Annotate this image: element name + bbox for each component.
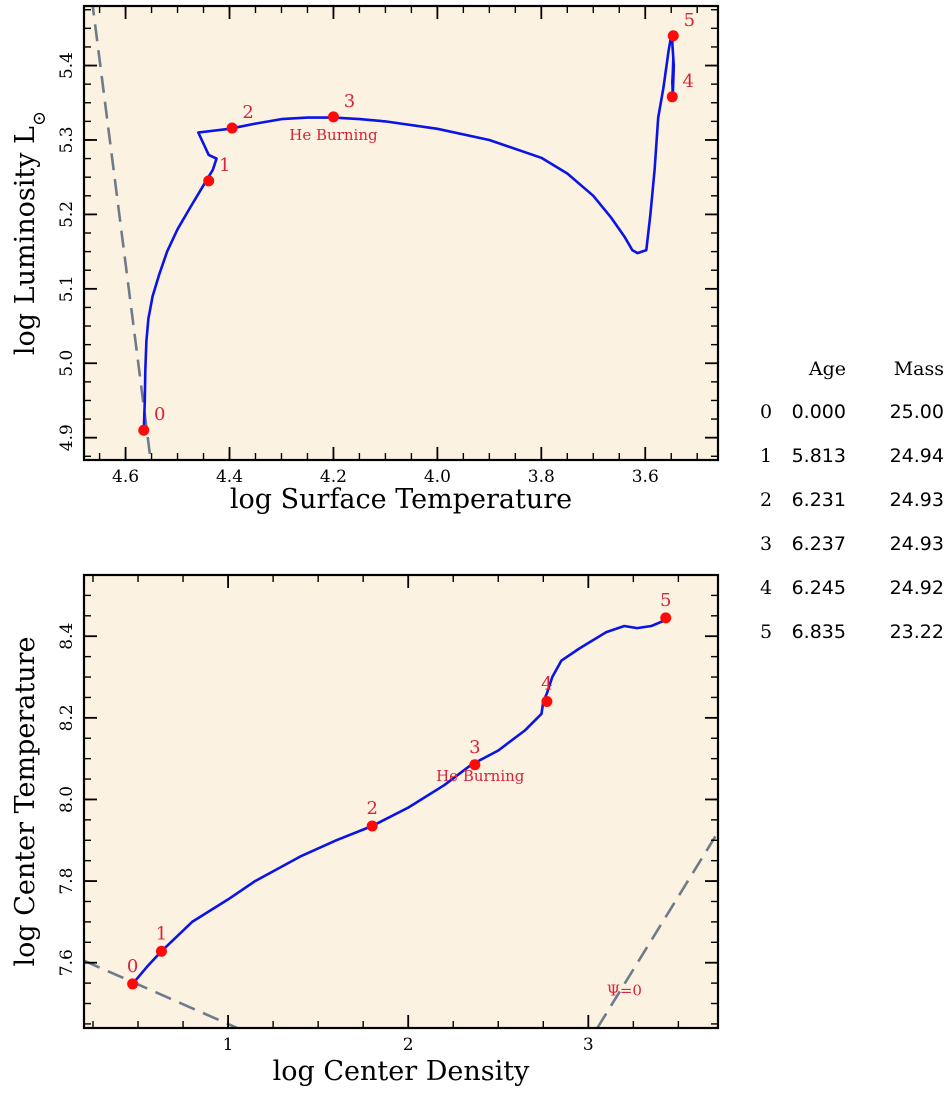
- row-index: 4: [760, 577, 773, 599]
- row-age: 6.231: [791, 489, 846, 511]
- chart-panel-1: He Burning 0 1 2 3 4 5 4.6 4.4 4.2 4.0 3.8 3.6 4.9 5.0…: [10, 4, 720, 515]
- marker-label: 2: [366, 798, 377, 819]
- x-tick-label: 4.6: [112, 467, 139, 487]
- marker-point: [667, 30, 679, 42]
- marker-point: [138, 424, 150, 436]
- row-mass: 24.93: [889, 489, 944, 511]
- marker-label: 0: [127, 956, 138, 977]
- y-axis-title-subscript: ⊙: [29, 111, 50, 126]
- x-axis-title: log Center Density: [273, 1056, 530, 1087]
- plot-area: He Burning Ψ=0: [84, 612, 718, 1028]
- y-tick-label: 7.8: [57, 868, 77, 895]
- marker-point: [660, 612, 672, 624]
- x-tick-label: 4.0: [424, 467, 451, 487]
- row-index: 3: [760, 533, 773, 555]
- table-header-age: Age: [808, 358, 846, 380]
- row-index: 1: [760, 445, 773, 467]
- marker-label: 1: [219, 155, 230, 176]
- table-row: 4 6.245 24.92: [760, 566, 944, 610]
- y-tick-label: 5.1: [57, 275, 77, 302]
- row-age: 0.000: [791, 401, 846, 423]
- row-age: 6.237: [791, 533, 846, 555]
- marker-point: [366, 820, 378, 832]
- marker-point: [226, 122, 238, 134]
- row-mass: 23.22: [889, 621, 944, 643]
- row-age: 5.813: [791, 445, 846, 467]
- y-tick-label: 5.0: [57, 350, 77, 377]
- y-tick-label: 8.2: [57, 704, 77, 731]
- marker-point: [327, 111, 339, 123]
- row-index: 0: [760, 401, 773, 423]
- row-age: 6.245: [791, 577, 846, 599]
- age-mass-table: Age Mass 0 0.000 25.00 1 5.813 24.94 2 6…: [760, 358, 944, 654]
- x-tick-label: 3: [583, 1035, 594, 1055]
- marker-point: [155, 945, 167, 957]
- row-mass: 24.94: [889, 445, 944, 467]
- row-index: 5: [760, 621, 773, 643]
- y-axis-title: log Luminosity L⊙: [10, 111, 50, 355]
- plot-background: [84, 575, 718, 1028]
- marker-point: [541, 696, 553, 708]
- row-age: 6.835: [791, 621, 846, 643]
- y-tick-label: 5.4: [57, 52, 77, 79]
- plot-background: [84, 6, 718, 460]
- marker-point: [127, 978, 139, 990]
- x-tick-label: 3.8: [528, 467, 555, 487]
- y-tick-label: 4.9: [57, 424, 77, 451]
- x-tick-label: 4.2: [320, 467, 347, 487]
- marker-point: [203, 175, 215, 187]
- row-mass: 24.92: [889, 577, 944, 599]
- y-tick-label: 8.0: [57, 786, 77, 813]
- reference-dashed-line: [91, 6, 152, 460]
- reference-dashed-line: [84, 959, 238, 1028]
- table-header-index: [760, 358, 782, 390]
- marker-point: [469, 759, 481, 771]
- x-tick-label: 1: [223, 1035, 234, 1055]
- marker-label: 5: [660, 590, 671, 611]
- marker-label: 3: [469, 737, 480, 758]
- marker-label: 4: [683, 71, 694, 92]
- plot-frame: [82, 573, 720, 1030]
- x-tick-label: 2: [403, 1035, 414, 1055]
- reference-dashed-line: [596, 831, 718, 1028]
- y-axis-title: log Center Temperature: [10, 637, 41, 967]
- y-tick-label: 7.6: [57, 949, 77, 976]
- table-header-row: Age Mass: [760, 358, 944, 390]
- table-row: 3 6.237 24.93: [760, 522, 944, 566]
- row-mass: 24.93: [889, 533, 944, 555]
- x-tick-label: 3.6: [632, 467, 659, 487]
- table-row: 0 0.000 25.00: [760, 390, 944, 434]
- table-row: 1 5.813 24.94: [760, 434, 944, 478]
- annotation-label: He Burning: [436, 767, 525, 785]
- marker-label: 1: [156, 923, 167, 944]
- marker-label: 0: [154, 404, 165, 425]
- x-axis-title: log Surface Temperature: [230, 484, 572, 515]
- marker-label: 3: [344, 91, 355, 112]
- row-mass: 25.00: [889, 401, 944, 423]
- x-tick-label: 4.4: [216, 467, 243, 487]
- plot-area: He Burning: [91, 6, 679, 460]
- table-row: 5 6.835 23.22: [760, 610, 944, 654]
- table-header-mass: Mass: [893, 358, 944, 380]
- annotation-label: Ψ=0: [607, 981, 642, 999]
- marker-point: [666, 91, 678, 103]
- table-row: 2 6.231 24.93: [760, 478, 944, 522]
- y-tick-label: 5.3: [57, 126, 77, 153]
- marker-label: 5: [684, 10, 695, 31]
- annotation-label: He Burning: [289, 126, 378, 144]
- y-tick-label: 8.4: [57, 623, 77, 650]
- evolution-track-line: [131, 618, 668, 986]
- row-index: 2: [760, 489, 773, 511]
- y-tick-label: 5.2: [57, 201, 77, 228]
- marker-label: 4: [541, 674, 552, 695]
- marker-label: 2: [242, 102, 253, 123]
